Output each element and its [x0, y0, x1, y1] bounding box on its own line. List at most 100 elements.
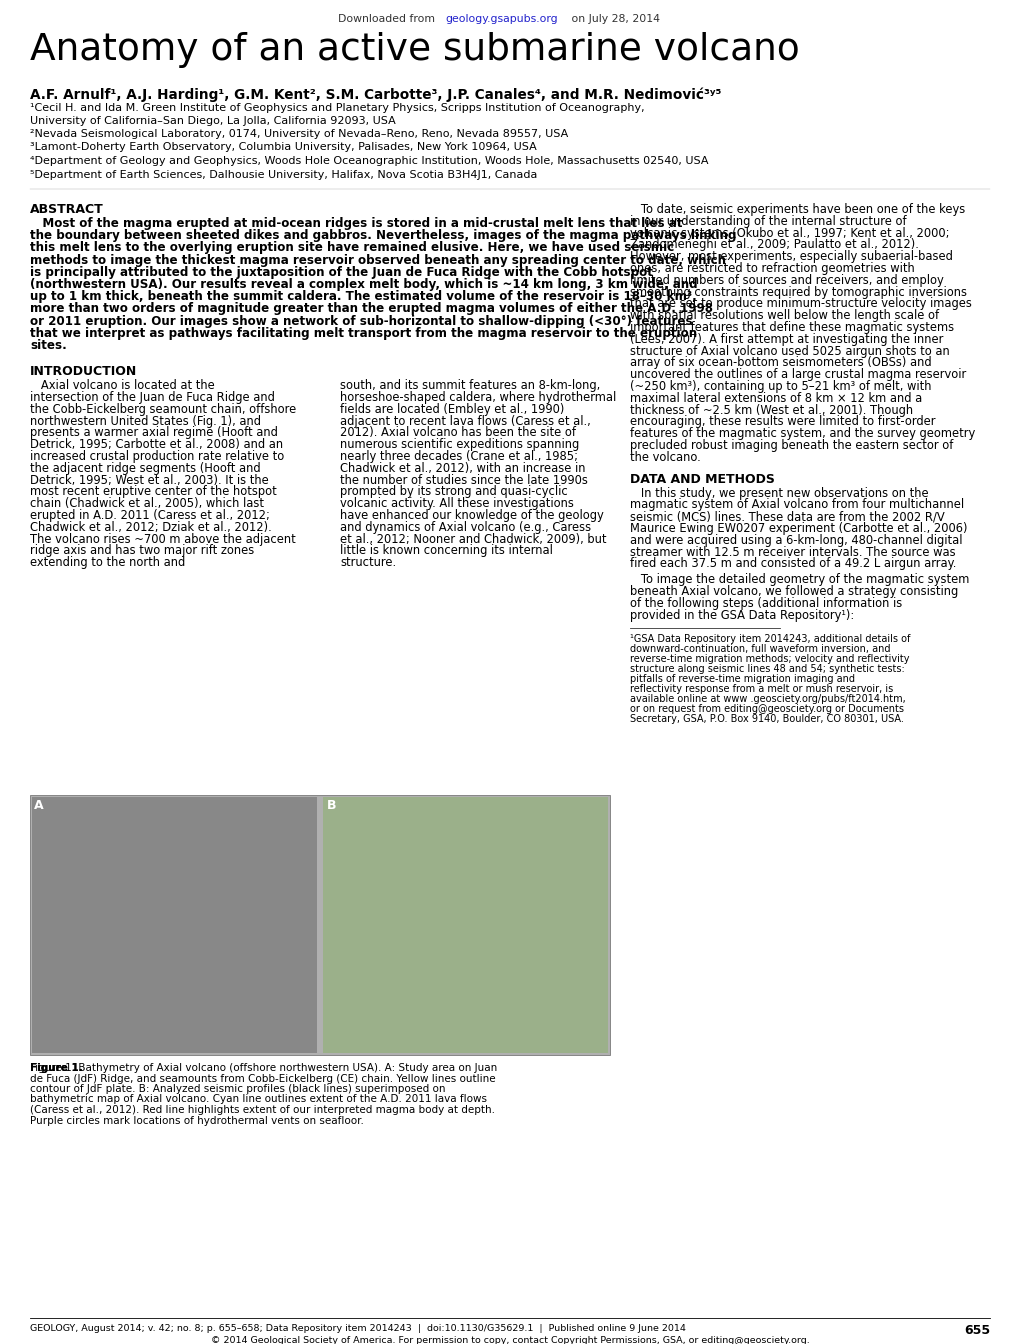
Text: up to 1 km thick, beneath the summit caldera. The estimated volume of the reserv: up to 1 km thick, beneath the summit cal…: [30, 290, 696, 304]
Text: A: A: [34, 798, 44, 812]
Text: volcanic activity. All these investigations: volcanic activity. All these investigati…: [339, 497, 574, 511]
Text: the number of studies since the late 1990s: the number of studies since the late 199…: [339, 473, 587, 487]
Text: reflectivity response from a melt or mush reservoir, is: reflectivity response from a melt or mus…: [630, 684, 893, 695]
Text: sites.: sites.: [30, 339, 66, 352]
Text: Anatomy of an active submarine volcano: Anatomy of an active submarine volcano: [30, 32, 799, 69]
Text: ³Lamont-Doherty Earth Observatory, Columbia University, Palisades, New York 1096: ³Lamont-Doherty Earth Observatory, Colum…: [30, 142, 536, 152]
Text: or on request from editing@geosciety.org or Documents: or on request from editing@geosciety.org…: [630, 704, 903, 715]
Text: the Cobb-Eickelberg seamount chain, offshore: the Cobb-Eickelberg seamount chain, offs…: [30, 403, 296, 415]
Text: Most of the magma erupted at mid-ocean ridges is stored in a mid-crustal melt le: Most of the magma erupted at mid-ocean r…: [30, 216, 682, 230]
Text: available online at www .geosciety.org/pubs/ft2014.htm,: available online at www .geosciety.org/p…: [630, 695, 905, 704]
Text: structure of Axial volcano used 5025 airgun shots to an: structure of Axial volcano used 5025 air…: [630, 344, 949, 358]
Text: and were acquired using a 6-km-long, 480-channel digital: and were acquired using a 6-km-long, 480…: [630, 534, 962, 547]
Text: limited numbers of sources and receivers, and employ: limited numbers of sources and receivers…: [630, 274, 943, 286]
Text: in our understanding of the internal structure of: in our understanding of the internal str…: [630, 215, 906, 227]
Text: this melt lens to the overlying eruption site have remained elusive. Here, we ha: this melt lens to the overlying eruption…: [30, 242, 674, 254]
Text: de Fuca (JdF) Ridge, and seamounts from Cobb-Eickelberg (CE) chain. Yellow lines: de Fuca (JdF) Ridge, and seamounts from …: [30, 1074, 495, 1083]
Text: However, most experiments, especially subaerial-based: However, most experiments, especially su…: [630, 250, 952, 263]
Text: more than two orders of magnitude greater than the erupted magma volumes of eith: more than two orders of magnitude greate…: [30, 302, 712, 316]
Text: geology.gsapubs.org: geology.gsapubs.org: [444, 13, 557, 24]
Text: Figure 1.: Figure 1.: [30, 1063, 83, 1073]
Text: The volcano rises ~700 m above the adjacent: The volcano rises ~700 m above the adjac…: [30, 532, 296, 546]
Text: Chadwick et al., 2012), with an increase in: Chadwick et al., 2012), with an increase…: [339, 462, 585, 474]
Bar: [323, 797, 607, 1052]
Text: precluded robust imaging beneath the eastern sector of: precluded robust imaging beneath the eas…: [630, 439, 953, 452]
Text: erupted in A.D. 2011 (Caress et al., 2012;: erupted in A.D. 2011 (Caress et al., 201…: [30, 509, 270, 521]
Text: 2012). Axial volcano has been the site of: 2012). Axial volcano has been the site o…: [339, 426, 576, 439]
Text: prompted by its strong and quasi-cyclic: prompted by its strong and quasi-cyclic: [339, 485, 568, 499]
Text: most recent eruptive center of the hotspot: most recent eruptive center of the hotsp…: [30, 485, 276, 499]
Text: Maurice Ewing EW0207 experiment (Carbotte et al., 2006): Maurice Ewing EW0207 experiment (Carbott…: [630, 521, 967, 535]
Text: or 2011 eruption. Our images show a network of sub-horizontal to shallow-dipping: or 2011 eruption. Our images show a netw…: [30, 314, 692, 328]
Text: have enhanced our knowledge of the geology: have enhanced our knowledge of the geolo…: [339, 509, 603, 521]
Text: ⁵Department of Earth Sciences, Dalhousie University, Halifax, Nova Scotia B3H4J1: ⁵Department of Earth Sciences, Dalhousie…: [30, 169, 537, 180]
Text: INTRODUCTION: INTRODUCTION: [30, 366, 138, 378]
Text: and dynamics of Axial volcano (e.g., Caress: and dynamics of Axial volcano (e.g., Car…: [339, 520, 591, 534]
Text: south, and its summit features an 8-km-long,: south, and its summit features an 8-km-l…: [339, 379, 599, 392]
Text: nearly three decades (Crane et al., 1985;: nearly three decades (Crane et al., 1985…: [339, 450, 578, 462]
Text: A.F. Arnulf¹, A.J. Harding¹, G.M. Kent², S.M. Carbotte³, J.P. Canales⁴, and M.R.: A.F. Arnulf¹, A.J. Harding¹, G.M. Kent²,…: [30, 87, 720, 102]
Text: uncovered the outlines of a large crustal magma reservoir: uncovered the outlines of a large crusta…: [630, 368, 965, 382]
Text: Detrick, 1995; Carbotte et al., 2008) and an: Detrick, 1995; Carbotte et al., 2008) an…: [30, 438, 283, 452]
Text: ¹GSA Data Repository item 2014243, additional details of: ¹GSA Data Repository item 2014243, addit…: [630, 634, 910, 644]
Text: Purple circles mark locations of hydrothermal vents on seafloor.: Purple circles mark locations of hydroth…: [30, 1116, 364, 1125]
Text: northwestern United States (Fig. 1), and: northwestern United States (Fig. 1), and: [30, 414, 261, 427]
Text: ²Nevada Seismological Laboratory, 0174, University of Nevada–Reno, Reno, Nevada : ²Nevada Seismological Laboratory, 0174, …: [30, 129, 568, 138]
Text: Figure 1.: Figure 1.: [30, 1063, 83, 1073]
Bar: [32, 797, 317, 1052]
Text: Chadwick et al., 2012; Dziak et al., 2012).: Chadwick et al., 2012; Dziak et al., 201…: [30, 520, 271, 534]
Text: ridge axis and has two major rift zones: ridge axis and has two major rift zones: [30, 544, 254, 558]
Text: with spatial resolutions well below the length scale of: with spatial resolutions well below the …: [630, 309, 938, 323]
Text: streamer with 12.5 m receiver intervals. The source was: streamer with 12.5 m receiver intervals.…: [630, 546, 955, 559]
Text: pitfalls of reverse-time migration imaging and: pitfalls of reverse-time migration imagi…: [630, 675, 854, 684]
Text: important features that define these magmatic systems: important features that define these mag…: [630, 321, 953, 335]
Text: methods to image the thickest magma reservoir observed beneath any spreading cen: methods to image the thickest magma rese…: [30, 254, 726, 266]
Text: (Caress et al., 2012). Red line highlights extent of our interpreted magma body : (Caress et al., 2012). Red line highligh…: [30, 1105, 494, 1116]
Text: Detrick, 1995; West et al., 2003). It is the: Detrick, 1995; West et al., 2003). It is…: [30, 473, 268, 487]
Text: ¹Cecil H. and Ida M. Green Institute of Geophysics and Planetary Physics, Scripp: ¹Cecil H. and Ida M. Green Institute of …: [30, 103, 644, 113]
Bar: [30, 796, 609, 1055]
Text: (Lees, 2007). A first attempt at investigating the inner: (Lees, 2007). A first attempt at investi…: [630, 333, 943, 345]
Text: Secretary, GSA, P.O. Box 9140, Boulder, CO 80301, USA.: Secretary, GSA, P.O. Box 9140, Boulder, …: [630, 715, 903, 724]
Text: fired each 37.5 m and consisted of a 49.2 L airgun array.: fired each 37.5 m and consisted of a 49.…: [630, 558, 956, 570]
Text: To date, seismic experiments have been one of the keys: To date, seismic experiments have been o…: [630, 203, 964, 216]
Text: little is known concerning its internal: little is known concerning its internal: [339, 544, 552, 558]
Text: downward-continuation, full waveform inversion, and: downward-continuation, full waveform inv…: [630, 644, 890, 655]
Text: To image the detailed geometry of the magmatic system: To image the detailed geometry of the ma…: [630, 573, 968, 586]
Text: presents a warmer axial regime (Hooft and: presents a warmer axial regime (Hooft an…: [30, 426, 277, 439]
Text: et al., 2012; Nooner and Chadwick, 2009), but: et al., 2012; Nooner and Chadwick, 2009)…: [339, 532, 606, 546]
Text: (~250 km³), containing up to 5–21 km³ of melt, with: (~250 km³), containing up to 5–21 km³ of…: [630, 380, 930, 392]
Text: GEOLOGY, August 2014; v. 42; no. 8; p. 655–658; Data Repository item 2014243  | : GEOLOGY, August 2014; v. 42; no. 8; p. 6…: [30, 1324, 685, 1333]
Text: © 2014 Geological Society of America. For permission to copy, contact Copyright : © 2014 Geological Society of America. Fo…: [210, 1336, 809, 1344]
Text: ones, are restricted to refraction geometries with: ones, are restricted to refraction geome…: [630, 262, 914, 276]
Text: chain (Chadwick et al., 2005), which last: chain (Chadwick et al., 2005), which las…: [30, 497, 264, 511]
Text: provided in the GSA Data Repository¹):: provided in the GSA Data Repository¹):: [630, 609, 854, 621]
Text: thickness of ~2.5 km (West et al., 2001). Though: thickness of ~2.5 km (West et al., 2001)…: [630, 403, 912, 417]
Text: on July 28, 2014: on July 28, 2014: [568, 13, 659, 24]
Text: 655: 655: [963, 1324, 989, 1337]
Text: numerous scientific expeditions spanning: numerous scientific expeditions spanning: [339, 438, 579, 452]
Text: structure along seismic lines 48 and 54; synthetic tests:: structure along seismic lines 48 and 54;…: [630, 664, 904, 675]
Text: Axial volcano is located at the: Axial volcano is located at the: [30, 379, 215, 392]
Text: of the following steps (additional information is: of the following steps (additional infor…: [630, 597, 902, 610]
Text: ⁴Department of Geology and Geophysics, Woods Hole Oceanographic Institution, Woo: ⁴Department of Geology and Geophysics, W…: [30, 156, 708, 167]
Text: array of six ocean-bottom seismometers (OBSs) and: array of six ocean-bottom seismometers (…: [630, 356, 930, 370]
Text: DATA AND METHODS: DATA AND METHODS: [630, 473, 774, 485]
Text: contour of JdF plate. B: Analyzed seismic profiles (black lines) superimposed on: contour of JdF plate. B: Analyzed seismi…: [30, 1085, 445, 1094]
Text: extending to the north and: extending to the north and: [30, 556, 185, 570]
Text: increased crustal production rate relative to: increased crustal production rate relati…: [30, 450, 284, 462]
Text: (northwestern USA). Our results reveal a complex melt body, which is ~14 km long: (northwestern USA). Our results reveal a…: [30, 278, 697, 292]
Text: the volcano.: the volcano.: [630, 450, 700, 464]
Text: the boundary between sheeted dikes and gabbros. Nevertheless, images of the magm: the boundary between sheeted dikes and g…: [30, 230, 736, 242]
Text: Downloaded from: Downloaded from: [337, 13, 438, 24]
Text: smoothing constraints required by tomographic inversions: smoothing constraints required by tomogr…: [630, 286, 966, 298]
Text: fields are located (Embley et al., 1990): fields are located (Embley et al., 1990): [339, 403, 564, 415]
Text: that we interpret as pathways facilitating melt transport from the magma reservo: that we interpret as pathways facilitati…: [30, 327, 696, 340]
Text: intersection of the Juan de Fuca Ridge and: intersection of the Juan de Fuca Ridge a…: [30, 391, 274, 405]
Text: magmatic system of Axial volcano from four multichannel: magmatic system of Axial volcano from fo…: [630, 499, 963, 512]
Text: the adjacent ridge segments (Hooft and: the adjacent ridge segments (Hooft and: [30, 462, 261, 474]
Text: horseshoe-shaped caldera, where hydrothermal: horseshoe-shaped caldera, where hydrothe…: [339, 391, 615, 405]
Text: beneath Axial volcano, we followed a strategy consisting: beneath Axial volcano, we followed a str…: [630, 585, 957, 598]
Text: University of California–San Diego, La Jolla, California 92093, USA: University of California–San Diego, La J…: [30, 116, 395, 125]
Text: encouraging, these results were limited to first-order: encouraging, these results were limited …: [630, 415, 934, 429]
